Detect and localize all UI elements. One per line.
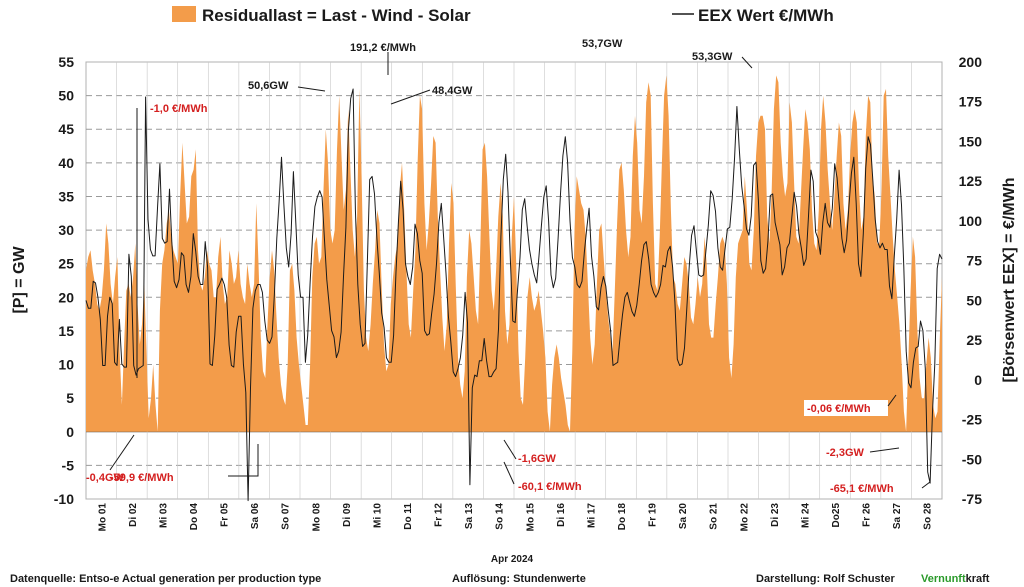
footer: Datenquelle: Entso-e Actual generation p… bbox=[10, 573, 990, 585]
x-day-label: Di 23 bbox=[770, 503, 781, 527]
y-left-tick: -10 bbox=[54, 491, 74, 507]
annotation-min-price-1: -1,0 €/MWh bbox=[150, 103, 208, 115]
x-day-label: So 07 bbox=[281, 503, 292, 530]
y-left-tick: 25 bbox=[58, 256, 74, 272]
y-right-tick: 100 bbox=[959, 213, 983, 229]
y-left-title: [P] = GW bbox=[11, 246, 28, 314]
y-left-tick: -5 bbox=[62, 457, 75, 473]
x-day-label: Do25 bbox=[831, 503, 842, 528]
y-right-tick: 0 bbox=[974, 372, 982, 388]
x-day-label: Mi 03 bbox=[158, 503, 169, 528]
annotation-max-price: 191,2 €/MWh bbox=[350, 42, 416, 54]
y-right-tick: 25 bbox=[966, 332, 982, 348]
x-day-label: Di 09 bbox=[342, 503, 353, 527]
x-period-label: Apr 2024 bbox=[491, 554, 534, 565]
eex-price-series bbox=[85, 88, 943, 502]
x-day-label: Fr 12 bbox=[434, 503, 445, 527]
x-day-label: Di 16 bbox=[556, 503, 567, 527]
annotation-max-load-2: 48,4GW bbox=[432, 85, 473, 97]
y-left-tick: 30 bbox=[58, 222, 74, 238]
annotation-min-load-3: -2,3GW bbox=[826, 447, 865, 459]
y-right-tick: 175 bbox=[959, 94, 983, 110]
annotation-min-price-5: -65,1 €/MWh bbox=[830, 483, 894, 495]
legend: Residuallast = Last - Wind - Solar EEX W… bbox=[172, 6, 834, 25]
footer-brand-green: Vernunft bbox=[921, 573, 966, 585]
footer-source: Datenquelle: Entso-e Actual generation p… bbox=[10, 573, 321, 585]
x-day-label: Do 11 bbox=[403, 503, 414, 530]
y-left-tick: 20 bbox=[58, 289, 74, 305]
legend-area-label: Residuallast = Last - Wind - Solar bbox=[202, 6, 471, 25]
residual-load-area bbox=[86, 75, 942, 432]
annotation-min-load-2: -1,6GW bbox=[518, 453, 557, 465]
annotation-max-load-1: 50,6GW bbox=[248, 80, 289, 92]
annotation-min-price-3: -60,1 €/MWh bbox=[518, 481, 582, 493]
x-day-label: Fr 19 bbox=[648, 503, 659, 527]
y-right-tick: -75 bbox=[962, 491, 982, 507]
footer-brand-rest: kraft bbox=[966, 573, 990, 585]
x-day-label: Do 04 bbox=[189, 503, 200, 531]
x-day-label: Mo 22 bbox=[739, 503, 750, 532]
x-day-label: So 21 bbox=[709, 503, 720, 530]
x-day-label: Fr 26 bbox=[862, 503, 873, 527]
y-left-tick: 45 bbox=[58, 121, 74, 137]
residual-load-series bbox=[86, 75, 942, 432]
annotation-min-price-2: -59,9 €/MWh bbox=[110, 472, 174, 484]
x-day-label: So 14 bbox=[495, 503, 506, 530]
eex-price-line bbox=[85, 88, 943, 502]
footer-author: Darstellung: Rolf Schuster bbox=[756, 573, 895, 585]
y-left-tick: 50 bbox=[58, 88, 74, 104]
y-left-tick: 5 bbox=[66, 390, 74, 406]
y-right-title: [Börsenwert EEX] = €/MWh bbox=[1001, 178, 1018, 383]
annotations: -1,0 €/MWh -0,4GW -59,9 €/MWh 50,6GW 191… bbox=[86, 38, 931, 495]
x-day-label: Sa 06 bbox=[250, 503, 261, 530]
legend-line-label: EEX Wert €/MWh bbox=[698, 6, 834, 25]
x-day-label: Sa 13 bbox=[464, 503, 475, 530]
x-day-label: Mo 01 bbox=[97, 503, 108, 532]
annotation-max-load-4: 53,3GW bbox=[692, 51, 733, 63]
y-right-tick: -50 bbox=[962, 451, 982, 467]
x-day-label: Mo 15 bbox=[525, 503, 536, 532]
y-right-tick: -25 bbox=[962, 412, 982, 428]
y-left-tick: 0 bbox=[66, 424, 74, 440]
annotation-min-load-1: -0,4GW bbox=[86, 472, 125, 484]
axes: -10-50510152025303540455055-75-50-250255… bbox=[54, 54, 982, 531]
y-right-tick: 125 bbox=[959, 173, 983, 189]
y-left-tick: 40 bbox=[58, 155, 74, 171]
x-day-label: Di 02 bbox=[128, 503, 139, 527]
x-day-label: Mi 24 bbox=[800, 503, 811, 528]
y-right-tick: 200 bbox=[959, 54, 983, 70]
annotation-min-price-4: -0,06 €/MWh bbox=[807, 403, 871, 415]
x-day-label: Fr 05 bbox=[220, 503, 231, 527]
x-day-label: Sa 27 bbox=[892, 503, 903, 530]
y-right-tick: 50 bbox=[966, 292, 982, 308]
footer-resolution: Auflösung: Stundenwerte bbox=[452, 573, 586, 585]
legend-area-swatch bbox=[172, 6, 196, 22]
y-left-tick: 15 bbox=[58, 323, 74, 339]
footer-brand: Vernunftkraft bbox=[921, 573, 990, 585]
annotation-max-load-3: 53,7GW bbox=[582, 38, 623, 50]
y-left-tick: 10 bbox=[58, 357, 74, 373]
y-left-tick: 55 bbox=[58, 54, 74, 70]
x-day-label: Mi 10 bbox=[372, 503, 383, 528]
y-right-tick: 150 bbox=[959, 133, 983, 149]
y-left-tick: 35 bbox=[58, 188, 74, 204]
x-day-label: Mi 17 bbox=[586, 503, 597, 528]
x-day-label: Mo 08 bbox=[311, 503, 322, 532]
x-day-label: So 28 bbox=[923, 503, 934, 530]
y-right-tick: 75 bbox=[966, 253, 982, 269]
x-day-label: Do 18 bbox=[617, 503, 628, 531]
x-day-label: Sa 20 bbox=[678, 503, 689, 530]
